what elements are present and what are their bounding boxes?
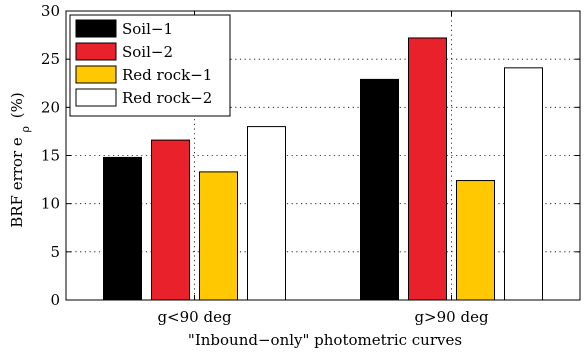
y-tick-label: 30	[41, 2, 60, 20]
x-axis-label: "Inbound−only" photometric curves	[188, 331, 462, 349]
y-tick-label: 0	[50, 291, 60, 309]
legend-swatch	[75, 65, 117, 84]
bar	[103, 156, 142, 301]
bar	[247, 126, 286, 301]
bar	[456, 180, 495, 301]
legend-swatch	[75, 42, 117, 61]
y-axis-label: BRF error e ρ (%)	[8, 92, 33, 228]
y-tick-label: 20	[41, 98, 60, 116]
bars	[103, 37, 543, 301]
legend-label: Soil−1	[122, 20, 173, 38]
bar	[151, 139, 190, 301]
y-axis-label-main: BRF error e	[8, 137, 26, 228]
x-tick-label: g<90 deg	[157, 308, 232, 326]
legend-swatch	[75, 19, 117, 38]
legend-label: Soil−2	[122, 43, 173, 61]
svg-text:BRF error e ρ (%): BRF error e ρ (%)	[8, 92, 33, 228]
bar	[408, 37, 447, 301]
bar	[360, 78, 399, 301]
y-axis-label-unit: (%)	[8, 92, 26, 118]
bar	[199, 171, 238, 301]
bar	[504, 67, 543, 301]
legend-label: Red rock−2	[122, 89, 212, 107]
y-tick-label: 10	[41, 195, 60, 213]
y-tick-label: 25	[41, 50, 60, 68]
y-tick-label: 5	[50, 243, 60, 261]
legend-swatch	[75, 88, 117, 107]
axis-ticks: 0 5 10 15 20 25 30 g<90 deg g>90 deg	[41, 2, 580, 326]
legend-label: Red rock−1	[122, 66, 212, 84]
y-axis-label-subscript: ρ	[19, 126, 32, 132]
y-tick-label: 15	[41, 147, 60, 165]
legend: Soil−1 Soil−2 Red rock−1 Red rock−2	[69, 14, 231, 117]
x-tick-label: g>90 deg	[414, 308, 489, 326]
